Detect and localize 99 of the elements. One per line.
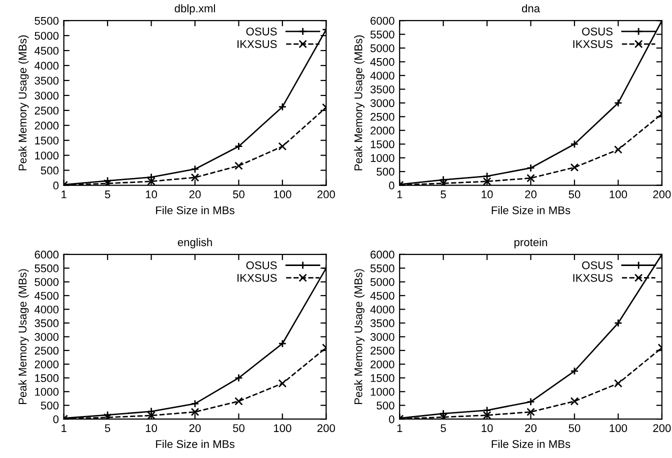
y-tick-label: 3000 — [370, 333, 394, 341]
chart-title: protein — [514, 238, 548, 248]
x-axis-title: File Size in MBs — [156, 206, 234, 214]
y-tick-label: 1000 — [370, 154, 394, 162]
x-axis-title: File Size in MBs — [492, 206, 570, 214]
y-axis-title: Peak Memory Usage (MBs) — [354, 269, 364, 404]
y-tick-label: 500 — [376, 168, 394, 176]
x-tick-label: 100 — [610, 424, 628, 432]
y-tick-label: 2500 — [370, 346, 394, 355]
y-tick-label: 2500 — [34, 106, 59, 115]
y-tick-label: 2500 — [34, 346, 59, 355]
y-tick-label: 2000 — [34, 360, 59, 368]
x-tick-label: 20 — [189, 424, 201, 432]
x-tick-label: 50 — [232, 190, 244, 198]
y-tick-label: 0 — [389, 415, 394, 424]
x-tick-label: 1 — [397, 424, 402, 432]
y-tick-label: 1500 — [35, 374, 59, 382]
legend-label: OSUS — [246, 261, 277, 270]
y-tick-label: 1000 — [35, 388, 59, 396]
y-tick-label: 2000 — [370, 360, 394, 368]
legend-label: IKXSUS — [238, 274, 277, 282]
x-tick-label: 10 — [482, 424, 493, 432]
x-tick-label: 1 — [62, 424, 66, 432]
y-axis-title: Peak Memory Usage (MBs) — [18, 269, 29, 404]
x-axis-title: File Size in MBs — [156, 440, 234, 448]
y-axis-title: Peak Memory Usage (MBs) — [18, 35, 29, 170]
y-tick-label: 3500 — [370, 319, 394, 328]
y-tick-label: 5500 — [34, 16, 59, 25]
y-tick-label: 1000 — [370, 388, 394, 396]
x-tick-label: 20 — [189, 190, 201, 198]
y-tick-label: 2000 — [370, 126, 394, 135]
y-tick-label: 4000 — [34, 62, 59, 70]
y-tick-label: 0 — [53, 182, 59, 190]
y-tick-label: 4000 — [370, 72, 394, 80]
y-tick-label: 6000 — [370, 250, 394, 259]
y-tick-label: 5500 — [370, 264, 394, 272]
chart-title: dna — [522, 4, 540, 12]
y-tick-label: 5500 — [34, 264, 59, 272]
x-tick-label: 5 — [440, 190, 446, 198]
y-tick-label: 3500 — [34, 76, 59, 85]
x-tick-label: 1 — [62, 190, 66, 198]
x-tick-label: 10 — [482, 190, 493, 198]
y-tick-label: 5000 — [34, 32, 59, 40]
legend-label: IKXSUS — [573, 40, 613, 48]
x-tick-label: 50 — [568, 424, 580, 432]
y-tick-label: 5000 — [370, 278, 394, 286]
y-tick-label: 1500 — [370, 374, 394, 382]
x-tick-label: 20 — [525, 190, 537, 198]
y-tick-label: 3000 — [34, 333, 59, 341]
y-tick-label: 1500 — [35, 136, 59, 144]
y-tick-label: 5000 — [34, 278, 59, 286]
y-tick-label: 3000 — [34, 92, 59, 100]
x-tick-label: 100 — [610, 190, 628, 198]
y-tick-label: 3500 — [370, 85, 394, 94]
chart-title: english — [178, 238, 212, 248]
y-tick-label: 3000 — [370, 99, 394, 108]
legend-label: OSUS — [582, 261, 613, 270]
x-tick-label: 200 — [653, 190, 671, 198]
y-tick-label: 2000 — [34, 122, 59, 130]
x-tick-label: 50 — [232, 424, 244, 432]
legend-label: OSUS — [582, 28, 613, 36]
y-tick-label: 6000 — [370, 16, 394, 25]
x-tick-label: 100 — [274, 424, 292, 432]
y-axis-title: Peak Memory Usage (MBs) — [354, 35, 364, 170]
legend-label: IKXSUS — [238, 40, 277, 48]
x-tick-label: 10 — [146, 190, 158, 198]
y-tick-label: 1500 — [370, 140, 394, 148]
y-tick-label: 4000 — [34, 306, 59, 314]
x-tick-label: 5 — [440, 424, 446, 432]
x-tick-label: 200 — [653, 424, 671, 432]
y-tick-label: 2500 — [370, 112, 394, 121]
y-tick-label: 5500 — [370, 30, 394, 38]
chart-title: dblp.xml — [174, 4, 215, 15]
y-tick-label: 6000 — [34, 250, 59, 259]
x-tick-label: 5 — [104, 424, 110, 432]
y-tick-label: 1000 — [35, 152, 59, 160]
x-tick-label: 50 — [568, 190, 580, 198]
y-tick-label: 0 — [53, 415, 59, 424]
legend-label: IKXSUS — [573, 274, 613, 282]
x-axis-title: File Size in MBs — [492, 440, 570, 448]
y-tick-label: 500 — [376, 402, 394, 410]
legend-label: OSUS — [246, 28, 277, 36]
y-tick-label: 5000 — [370, 44, 394, 52]
y-tick-label: 4500 — [34, 46, 59, 55]
y-tick-label: 4500 — [370, 58, 394, 66]
x-tick-label: 100 — [274, 190, 292, 198]
x-tick-label: 200 — [317, 190, 335, 198]
y-tick-label: 4000 — [370, 306, 394, 314]
x-tick-label: 200 — [317, 424, 335, 432]
x-tick-label: 10 — [146, 424, 158, 432]
y-tick-label: 4500 — [370, 292, 394, 300]
x-tick-label: 5 — [104, 190, 110, 198]
x-tick-label: 20 — [525, 424, 537, 432]
y-tick-label: 500 — [40, 166, 59, 174]
y-tick-label: 0 — [389, 182, 394, 190]
y-tick-label: 500 — [40, 402, 59, 410]
y-tick-label: 4500 — [34, 292, 59, 300]
x-tick-label: 1 — [397, 190, 402, 198]
y-tick-label: 3500 — [34, 319, 59, 328]
